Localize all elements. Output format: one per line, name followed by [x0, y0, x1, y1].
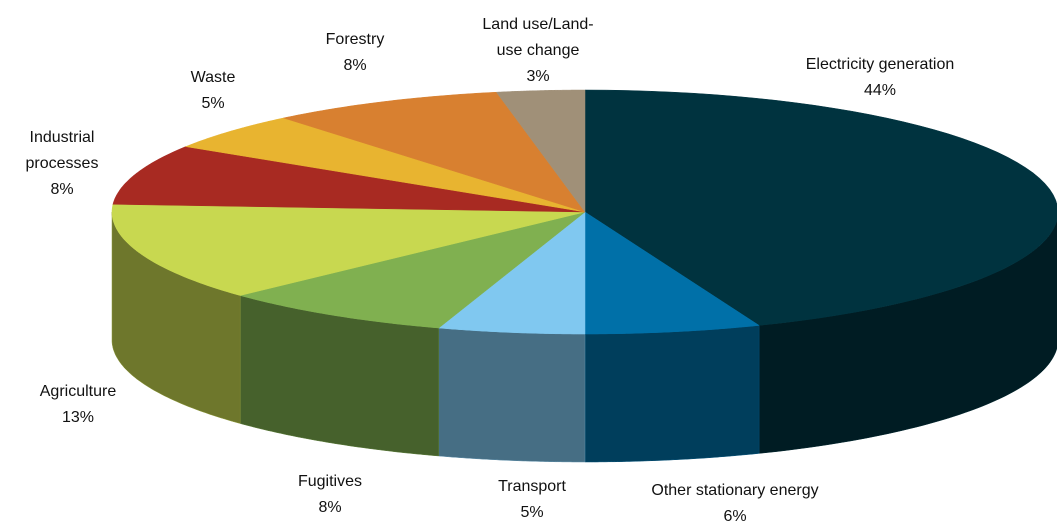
- category-label: Other stationary energy: [651, 482, 819, 499]
- slice: [438, 211, 586, 335]
- slice: [239, 211, 586, 329]
- slice: [185, 117, 586, 213]
- slice: [584, 211, 760, 335]
- slice-label: Electricity generation 44%: [760, 52, 1000, 104]
- slice-label: Fugitives 8%: [270, 469, 390, 521]
- value-label: 8%: [343, 57, 367, 74]
- value-label: 5%: [201, 95, 225, 112]
- value-label: 3%: [526, 68, 550, 85]
- category-label: Forestry: [325, 31, 385, 48]
- category-label: Transport: [498, 478, 566, 495]
- value-label: 6%: [723, 508, 747, 525]
- slice-label: Other stationary energy 6%: [605, 478, 865, 525]
- category-label: Land use/Land-use change: [482, 16, 594, 59]
- value-label: 13%: [61, 409, 95, 426]
- category-label: Fugitives: [297, 473, 363, 490]
- slice: [282, 91, 586, 213]
- value-label: 5%: [520, 504, 544, 521]
- slice-label: Waste 5%: [173, 65, 253, 117]
- slice-side: [438, 327, 586, 463]
- slice: [111, 204, 586, 296]
- slice-label: Agriculture 13%: [18, 379, 138, 431]
- category-label: Agriculture: [39, 383, 117, 400]
- value-label: 44%: [863, 82, 897, 99]
- slice-side: [584, 325, 760, 463]
- category-label: Waste: [190, 69, 236, 86]
- slice-label: Land use/Land-use change 3%: [478, 12, 598, 90]
- slice: [112, 146, 586, 213]
- category-label: Electricity generation: [805, 56, 955, 73]
- value-label: 8%: [50, 181, 74, 198]
- slice: [495, 89, 586, 213]
- category-label: Industrial processes: [25, 129, 99, 172]
- slice-label: Forestry 8%: [305, 27, 405, 79]
- slice: [584, 89, 1057, 326]
- value-label: 8%: [318, 499, 342, 516]
- slice-label: Industrial processes 8%: [7, 125, 117, 203]
- slice-label: Transport 5%: [472, 474, 592, 525]
